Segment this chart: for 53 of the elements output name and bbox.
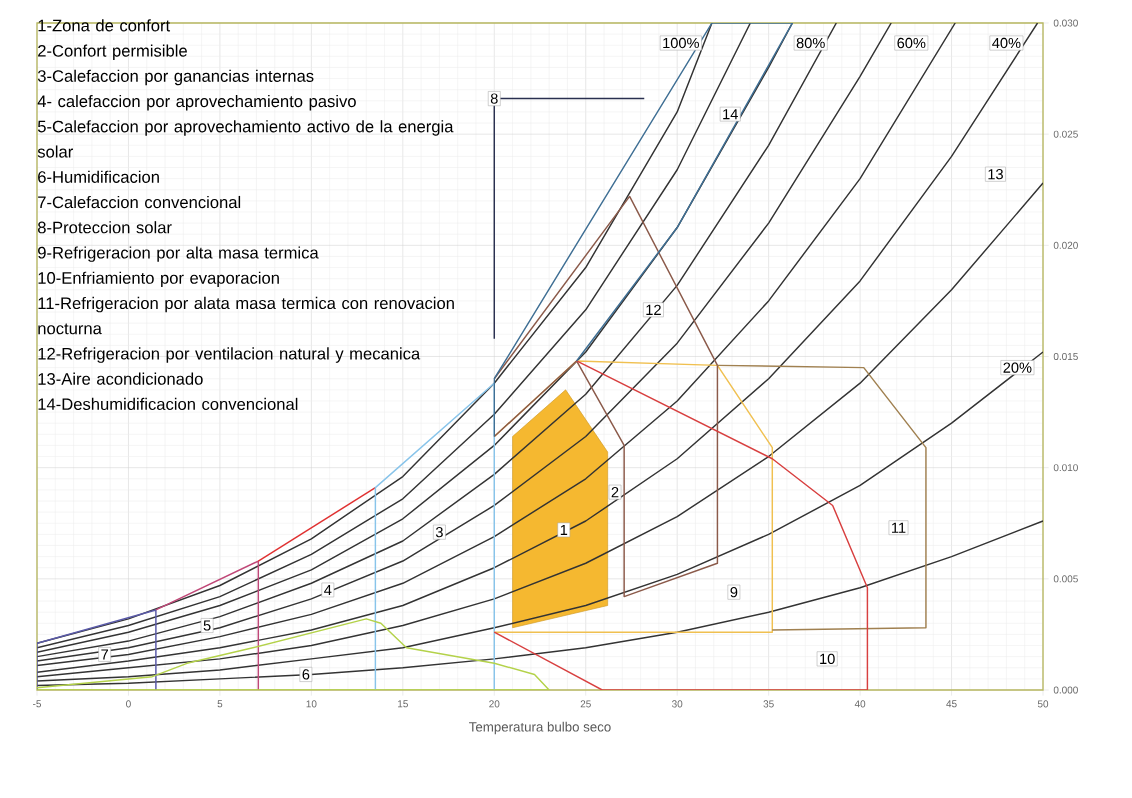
y-tick-label: 0.005	[1053, 575, 1078, 583]
y-tick-label: 0.010	[1053, 464, 1078, 472]
annotation: 2-Confort permisible	[38, 44, 187, 60]
x-tick-label: 15	[398, 700, 408, 708]
x-tick-label: 40	[854, 700, 866, 708]
y-tick-label: 0.025	[1053, 130, 1078, 138]
annotation: 12	[646, 304, 661, 315]
annotation: 4	[324, 584, 332, 595]
x-tick-label: 35	[763, 700, 774, 708]
y-tick-label: 0.000	[1053, 686, 1078, 694]
annotation: 7-Calefaccion convencional	[38, 195, 241, 209]
x-axis-title: Temperatura bulbo seco	[469, 721, 611, 735]
annotation: 13-Aire acondicionado	[38, 372, 203, 385]
annotation: 6-Humidificacion	[38, 170, 159, 183]
x-tick-label: 45	[946, 700, 957, 708]
annotation: 2	[611, 487, 619, 498]
annotation: 3	[435, 526, 443, 538]
annotation: 11	[892, 522, 906, 533]
annotation: 10-Enfriamiento por evaporacion	[38, 271, 279, 288]
annotation: 5	[203, 620, 211, 631]
annotation: 14	[723, 109, 738, 120]
x-tick-label: 0	[126, 700, 131, 708]
annotation: 60%	[897, 37, 926, 49]
annotation: 7	[101, 649, 109, 660]
annotation: 6	[302, 669, 310, 680]
x-tick-label: 5	[217, 700, 223, 708]
x-tick-label: 30	[672, 700, 683, 708]
annotation: 100%	[663, 37, 699, 49]
annotation: 9-Refrigeracion por alta masa termica	[38, 246, 319, 262]
x-tick-label: 25	[580, 700, 591, 708]
annotation: 3-Calefaccion por ganancias internas	[37, 69, 314, 86]
annotation: 4- calefaccion por aprovechamiento pasivo	[37, 94, 356, 111]
annotation: 10	[820, 653, 835, 665]
annotation: 40%	[992, 37, 1021, 49]
x-tick-label: 20	[489, 700, 500, 708]
annotation: 14-Deshumidificacion convencional	[38, 397, 298, 411]
x-tick-label: -5	[33, 700, 42, 708]
annotation: 1	[560, 524, 568, 535]
annotation: 9	[730, 587, 738, 598]
annotation: 1-Zona de confort	[38, 19, 171, 32]
annotation: 12-Refrigeracion por ventilacion natural y mecanica	[38, 347, 421, 363]
annotation: 8-Proteccion solar	[37, 221, 172, 234]
x-tick-label: 10	[306, 700, 317, 708]
x-tick-label: 50	[1037, 700, 1049, 708]
annotation: 5-Calefaccion por aprovechamiento activo de la energia solar	[37, 120, 454, 158]
y-tick-label: 0.020	[1053, 241, 1078, 249]
y-tick-label: 0.015	[1053, 352, 1078, 361]
annotation: 11-Refrigeracion por alata masa termica con renovacion nocturna	[38, 296, 454, 335]
annotation: 13	[988, 169, 1003, 180]
annotation: 20%	[1003, 362, 1032, 373]
annotation: 80%	[796, 37, 825, 49]
y-tick-label: 0.030	[1053, 19, 1078, 27]
annotation: 8	[490, 93, 498, 104]
